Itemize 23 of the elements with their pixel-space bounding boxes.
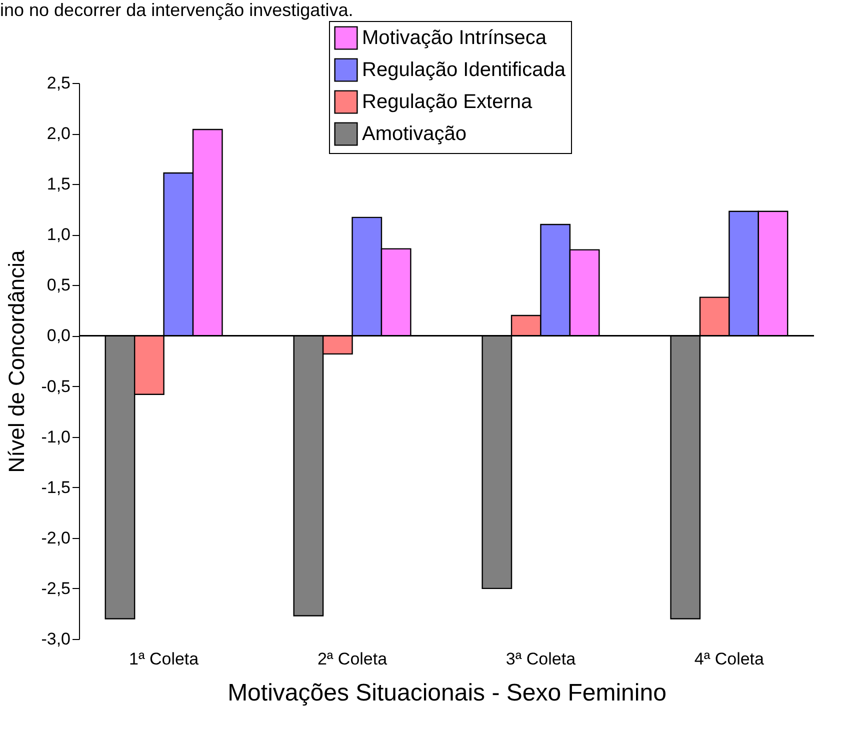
y-tick-label: 1,0 xyxy=(46,225,70,244)
legend-label: Regulação Externa xyxy=(362,91,533,113)
y-tick-label: -1,5 xyxy=(41,478,70,497)
y-tick-label: -2,0 xyxy=(41,528,70,548)
y-tick-label: -3,0 xyxy=(41,630,70,648)
legend-label: Motivação Intrínseca xyxy=(362,27,548,49)
y-axis-title: Nível de Concordância xyxy=(4,249,30,473)
x-axis-title: Motivações Situacionais - Sexo Feminino xyxy=(228,680,666,706)
y-tick-label: 2,0 xyxy=(46,124,70,144)
x-tick-label: 2ª Coleta xyxy=(317,650,388,668)
y-tick-label: 0,5 xyxy=(46,276,70,295)
y-tick-label: -1,0 xyxy=(41,427,70,446)
x-tick-label: 3ª Coleta xyxy=(506,650,576,668)
y-tick-label: 2,5 xyxy=(46,74,70,92)
legend-label: Amotivação xyxy=(362,123,466,145)
text: ino no decorrer da intervenção investigativa. xyxy=(0,0,354,20)
y-tick-label: 1,5 xyxy=(46,174,70,194)
y-tick-label: -2,5 xyxy=(41,578,70,598)
x-tick-label: 4ª Coleta xyxy=(694,650,765,668)
x-tick-label: 1ª Coleta xyxy=(128,650,200,668)
legend-label: Regulação Identificada xyxy=(362,59,566,81)
y-tick-label: 0,0 xyxy=(46,326,70,346)
y-tick-label: -0,5 xyxy=(41,376,70,396)
